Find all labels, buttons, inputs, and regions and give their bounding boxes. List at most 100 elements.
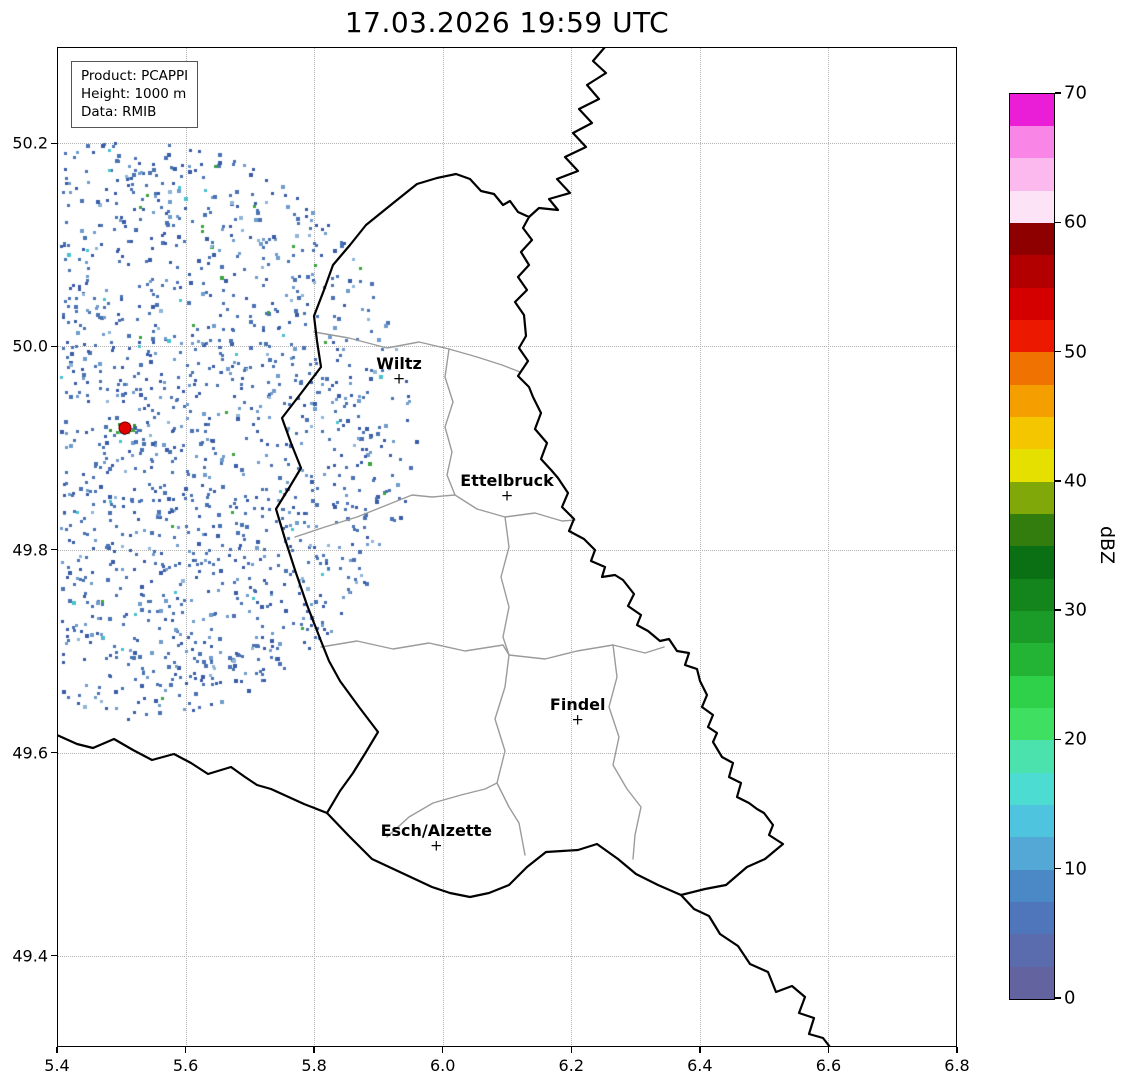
colorbar-segment bbox=[1010, 481, 1054, 515]
colorbar-tick bbox=[1055, 997, 1061, 999]
district-border bbox=[313, 331, 521, 373]
x-axis-tick-label: 6.4 bbox=[687, 1056, 713, 1075]
colorbar-segment bbox=[1010, 449, 1054, 482]
colorbar-segment bbox=[1010, 902, 1054, 935]
y-axis-tick bbox=[51, 954, 57, 957]
colorbar-segment bbox=[1010, 740, 1054, 773]
map-borders bbox=[57, 47, 832, 1047]
x-axis-tick bbox=[956, 1047, 958, 1053]
colorbar-tick-label: 50 bbox=[1064, 341, 1087, 363]
x-axis-tick-label: 5.8 bbox=[301, 1056, 327, 1075]
y-axis-tick-label: 49.4 bbox=[12, 946, 48, 966]
district-border bbox=[320, 640, 665, 660]
city-marker-icon: + bbox=[500, 486, 514, 505]
info-data-source: Data: RMIB bbox=[81, 104, 157, 121]
colorbar-segment bbox=[1010, 255, 1054, 288]
colorbar-tick bbox=[1055, 738, 1061, 741]
colorbar-tick-label: 0 bbox=[1064, 987, 1076, 1009]
colorbar-tick bbox=[1055, 609, 1061, 611]
colorbar-tick bbox=[1055, 480, 1061, 482]
x-axis-tick-label: 5.4 bbox=[44, 1056, 70, 1075]
city-label-esch-alzette: Esch/Alzette bbox=[380, 820, 492, 840]
radar-site-marker bbox=[118, 421, 132, 435]
plot-area: Wiltz + Ettelbruck + Findel + Esch/Alzette + Pr… bbox=[57, 47, 957, 1047]
city-marker-icon: + bbox=[571, 710, 584, 729]
x-axis-tick bbox=[313, 1047, 315, 1053]
colorbar-segment bbox=[1010, 837, 1054, 870]
page-title: 17.03.2026 19:59 UTC bbox=[344, 6, 670, 39]
district-border bbox=[608, 644, 642, 860]
x-axis-tick bbox=[184, 1047, 187, 1053]
colorbar-segment bbox=[1010, 578, 1054, 612]
x-axis-tick-label: 6.0 bbox=[429, 1056, 456, 1075]
info-box: Product: PCAPPI Height: 1000 m Data: RMI… bbox=[71, 61, 199, 129]
colorbar-axis-label: dBZ bbox=[1096, 525, 1118, 565]
city-label-findel: Findel bbox=[549, 695, 606, 715]
colorbar-segment bbox=[1010, 158, 1054, 191]
colorbar-tick bbox=[1055, 868, 1061, 870]
x-axis-tick-label: 6.2 bbox=[558, 1056, 585, 1075]
colorbar-tick-label: 10 bbox=[1064, 858, 1087, 880]
city-marker-icon: + bbox=[429, 836, 443, 855]
district-border bbox=[294, 494, 456, 538]
colorbar-segment bbox=[1010, 643, 1054, 676]
x-axis-tick-label: 5.6 bbox=[172, 1056, 199, 1075]
colorbar-tick-label: 60 bbox=[1064, 211, 1087, 233]
x-axis-tick-label: 6.8 bbox=[944, 1056, 970, 1075]
y-axis-tick bbox=[51, 751, 57, 754]
district-border bbox=[444, 348, 456, 496]
colorbar bbox=[1009, 93, 1055, 1000]
colorbar-segment bbox=[1010, 934, 1054, 967]
y-axis-tick-label: 49.8 bbox=[12, 540, 48, 560]
colorbar-segment bbox=[1010, 546, 1054, 579]
y-axis-tick bbox=[51, 142, 57, 145]
city-label-wiltz: Wiltz bbox=[376, 353, 422, 373]
district-border bbox=[494, 654, 526, 856]
colorbar-tick-label: 70 bbox=[1064, 82, 1087, 104]
y-axis-tick-label: 50.0 bbox=[12, 336, 48, 356]
info-height: Height: 1000 m bbox=[81, 86, 187, 103]
colorbar-tick-label: 20 bbox=[1064, 728, 1087, 750]
colorbar-segment bbox=[1010, 352, 1054, 385]
colorbar-tick-label: 40 bbox=[1064, 470, 1087, 492]
x-axis-tick bbox=[827, 1047, 830, 1053]
colorbar-segment bbox=[1010, 805, 1054, 838]
country-border-france-belgium bbox=[57, 733, 329, 815]
city-label-ettelbruck: Ettelbruck bbox=[460, 470, 554, 490]
info-product: Product: PCAPPI bbox=[81, 68, 189, 84]
district-border bbox=[500, 516, 510, 656]
x-axis-tick bbox=[56, 1047, 58, 1053]
colorbar-segment bbox=[1010, 966, 1054, 999]
y-axis-tick bbox=[51, 548, 57, 551]
x-axis-tick bbox=[570, 1047, 572, 1053]
district-border bbox=[454, 494, 576, 522]
colorbar-segment bbox=[1010, 320, 1054, 353]
colorbar-segment bbox=[1010, 417, 1054, 450]
country-border-belgium-germany bbox=[527, 47, 608, 219]
colorbar-tick-label: 30 bbox=[1064, 599, 1087, 621]
colorbar-tick bbox=[1055, 92, 1061, 94]
colorbar-segment bbox=[1010, 223, 1054, 256]
colorbar-segment bbox=[1010, 126, 1054, 159]
colorbar-segment bbox=[1010, 772, 1054, 806]
city-marker-icon: + bbox=[392, 369, 406, 388]
radar-clutter-layer bbox=[57, 47, 957, 1047]
colorbar-tick bbox=[1055, 221, 1061, 223]
colorbar-segment bbox=[1010, 287, 1054, 321]
country-border-luxembourg bbox=[274, 172, 785, 899]
y-axis-tick-label: 49.6 bbox=[12, 743, 48, 763]
x-axis-tick-label: 6.6 bbox=[815, 1056, 842, 1075]
country-border-france-germany bbox=[679, 893, 832, 1047]
district-border bbox=[386, 782, 498, 838]
colorbar-segment bbox=[1010, 93, 1054, 127]
colorbar-segment bbox=[1010, 384, 1054, 418]
colorbar-segment bbox=[1010, 514, 1054, 547]
x-axis-tick bbox=[699, 1047, 701, 1053]
colorbar-tick bbox=[1055, 350, 1061, 353]
colorbar-segment bbox=[1010, 611, 1054, 644]
y-axis-tick bbox=[51, 345, 57, 348]
colorbar-segment bbox=[1010, 708, 1054, 741]
y-axis-tick-label: 50.2 bbox=[12, 133, 48, 153]
colorbar-segment bbox=[1010, 190, 1054, 224]
